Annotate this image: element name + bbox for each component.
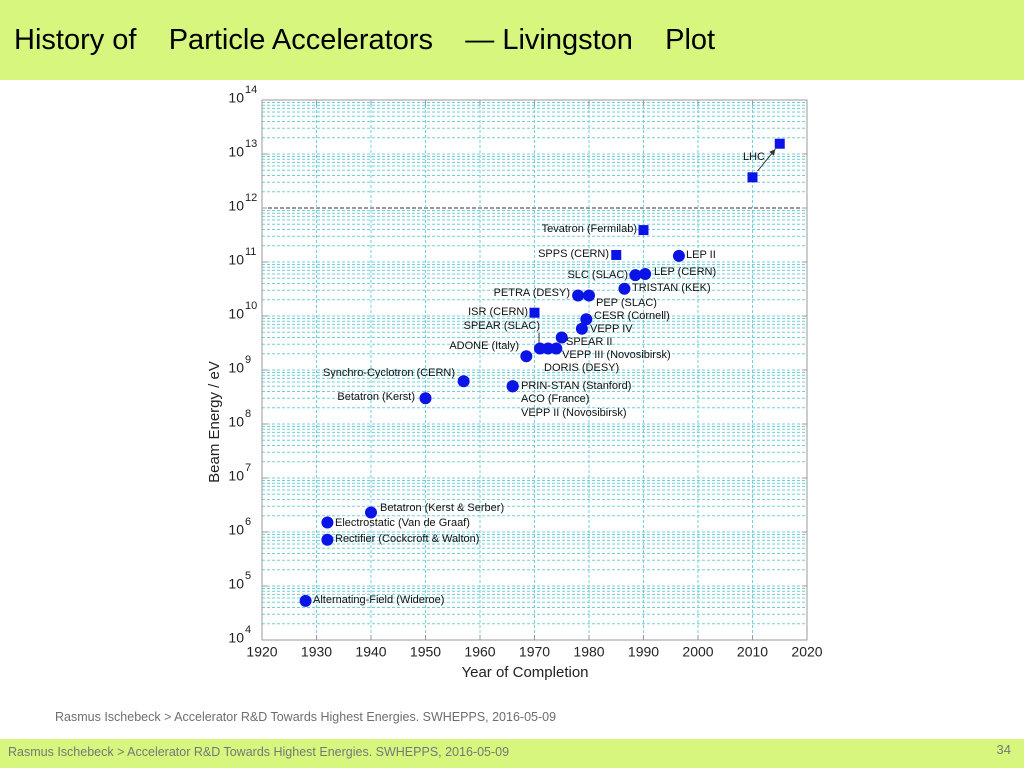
y-axis-label: Beam Energy / eV bbox=[206, 361, 223, 483]
y-tick-label-base: 10 bbox=[228, 414, 244, 430]
y-tick-label-exponent: 5 bbox=[245, 570, 251, 582]
point-label: ACO (France) bbox=[521, 393, 589, 405]
point-label: Tevatron (Fermilab) bbox=[542, 223, 637, 235]
y-tick-label-base: 10 bbox=[228, 360, 244, 376]
x-axis-label: Year of Completion bbox=[461, 664, 588, 681]
footer-text: Rasmus Ischebeck > Accelerator R&D Towar… bbox=[8, 745, 510, 759]
y-tick-label-base: 10 bbox=[228, 576, 244, 592]
point-labels: Alternating-Field (Wideroe) Rectifier (Co… bbox=[313, 151, 765, 606]
point-label: Electrostatic (Van de Graaf) bbox=[335, 517, 470, 529]
data-point-circle bbox=[639, 267, 652, 280]
point-label: ISR (CERN) bbox=[468, 306, 528, 318]
point-label: CESR (Cornell) bbox=[594, 310, 670, 322]
y-tick-label-base: 10 bbox=[228, 630, 244, 646]
point-label: LHC bbox=[743, 151, 765, 163]
x-tick-label: 2020 bbox=[791, 644, 822, 660]
point-label: PRIN-STAN (Stanford) bbox=[521, 380, 631, 392]
footer-bar: Rasmus Ischebeck > Accelerator R&D Towar… bbox=[0, 739, 1024, 768]
data-point-circle bbox=[580, 313, 593, 326]
x-tick-label: 2010 bbox=[737, 644, 768, 660]
y-tick-label-exponent: 12 bbox=[245, 192, 257, 204]
y-tick-label-exponent: 10 bbox=[245, 300, 257, 312]
y-tick-label-exponent: 8 bbox=[245, 408, 251, 420]
y-tick-label-exponent: 6 bbox=[245, 516, 251, 528]
y-tick-label-exponent: 9 bbox=[245, 354, 251, 366]
slide-title: History of Particle Accelerators — Livin… bbox=[14, 24, 716, 56]
livingston-plot: Year of Completion Beam Energy / eV 1920… bbox=[206, 84, 823, 681]
data-point-circle bbox=[299, 594, 312, 607]
data-point-square bbox=[774, 138, 785, 149]
point-label: Betatron (Kerst) bbox=[337, 391, 415, 403]
data-point-circle bbox=[520, 350, 533, 363]
data-point-square bbox=[638, 225, 649, 236]
y-tick-label-exponent: 14 bbox=[245, 84, 257, 96]
grid bbox=[262, 100, 807, 640]
point-label: DORIS (DESY) bbox=[544, 362, 619, 374]
data-point-circle bbox=[575, 322, 588, 335]
point-label: TRISTAN (KEK) bbox=[632, 282, 711, 294]
y-tick-label-exponent: 13 bbox=[245, 138, 257, 150]
data-point-circle bbox=[555, 331, 568, 344]
data-point-square bbox=[611, 249, 622, 260]
y-tick-label-base: 10 bbox=[228, 306, 244, 322]
data-points bbox=[299, 138, 785, 607]
data-point-circle bbox=[629, 269, 642, 282]
y-tick-label-base: 10 bbox=[228, 198, 244, 214]
x-tick-label: 1980 bbox=[573, 644, 604, 660]
point-label: SPEAR (SLAC) bbox=[464, 320, 540, 332]
x-tick-label: 1920 bbox=[246, 644, 277, 660]
y-tick-label-exponent: 7 bbox=[245, 462, 251, 474]
data-point-circle bbox=[419, 392, 432, 405]
x-tick-label: 1990 bbox=[628, 644, 659, 660]
y-tick-label-base: 10 bbox=[228, 90, 244, 106]
data-point-circle bbox=[572, 289, 585, 302]
point-label: SLC (SLAC) bbox=[567, 269, 628, 281]
data-point-circle bbox=[321, 516, 334, 529]
y-tick-label-exponent: 11 bbox=[245, 246, 256, 258]
point-label: VEPP IV bbox=[590, 323, 633, 335]
data-point-square bbox=[529, 307, 540, 318]
x-tick-label: 1970 bbox=[519, 644, 550, 660]
data-point-circle bbox=[550, 342, 563, 355]
data-point-circle bbox=[365, 506, 377, 519]
y-tick-label-base: 10 bbox=[228, 252, 244, 268]
x-tick-label: 1960 bbox=[464, 644, 495, 660]
page-number: 34 bbox=[996, 742, 1011, 757]
data-point-circle bbox=[457, 375, 470, 388]
point-label: LEP II bbox=[686, 249, 716, 261]
y-tick-label-exponent: 4 bbox=[245, 624, 251, 636]
axis-ticks: 1920 1930 1940 1950 1960 1970 1980 1990 2000 2010… bbox=[228, 84, 822, 660]
point-label: Betatron (Kerst & Serber) bbox=[380, 502, 504, 514]
title-bar: History of Particle Accelerators — Livin… bbox=[0, 0, 1024, 80]
data-point-circle bbox=[618, 282, 631, 295]
point-label: Alternating-Field (Wideroe) bbox=[313, 594, 444, 606]
data-point-circle bbox=[506, 380, 519, 393]
y-tick-label-base: 10 bbox=[228, 522, 244, 538]
lhc-arrow-head bbox=[769, 149, 776, 156]
y-tick-label-base: 10 bbox=[228, 144, 244, 160]
point-label: SPEAR II bbox=[566, 336, 612, 348]
point-label: SPPS (CERN) bbox=[538, 248, 609, 260]
x-tick-label: 2000 bbox=[682, 644, 713, 660]
point-label: LEP (CERN) bbox=[654, 266, 716, 278]
point-label: VEPP II (Novosibirsk) bbox=[521, 407, 627, 419]
citation-note: Rasmus Ischebeck > Accelerator R&D Towar… bbox=[55, 710, 557, 724]
point-label: Synchro-Cyclotron (CERN) bbox=[323, 367, 455, 379]
data-point-circle bbox=[583, 289, 595, 302]
point-label: Rectifier (Cockcroft & Walton) bbox=[335, 533, 479, 545]
x-tick-label: 1950 bbox=[410, 644, 441, 660]
point-label: PEP (SLAC) bbox=[596, 297, 657, 309]
x-tick-label: 1930 bbox=[301, 644, 332, 660]
point-label: PETRA (DESY) bbox=[494, 287, 570, 299]
point-label: VEPP III (Novosibirsk) bbox=[562, 349, 671, 361]
data-point-circle bbox=[321, 533, 334, 546]
y-tick-label-base: 10 bbox=[228, 468, 244, 484]
data-point-circle bbox=[672, 249, 685, 262]
data-point-square bbox=[747, 172, 758, 183]
point-label: ADONE (Italy) bbox=[449, 340, 519, 352]
x-tick-label: 1940 bbox=[355, 644, 386, 660]
